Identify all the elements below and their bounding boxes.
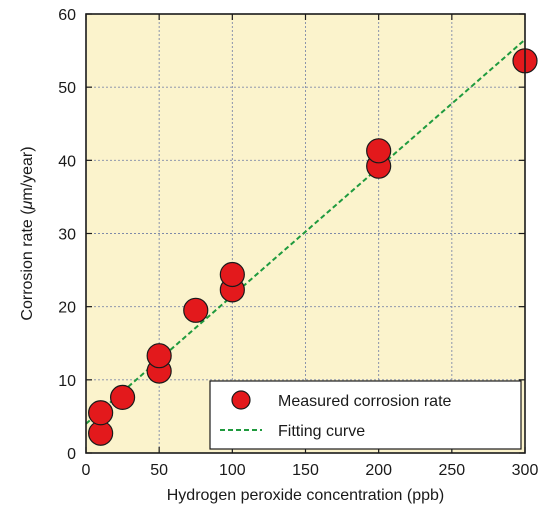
x-tick-label: 0 [82, 462, 91, 479]
y-tick-label: 50 [58, 80, 76, 97]
y-axis-label: Corrosion rate (μm/year) [19, 146, 36, 320]
data-points [88, 48, 538, 446]
legend-label-measured: Measured corrosion rate [278, 393, 452, 410]
x-tick-labels: 0 50 100 150 200 250 300 [82, 462, 539, 479]
x-tick-label: 150 [292, 462, 319, 479]
y-tick-label: 10 [58, 373, 76, 390]
axis-ticks [85, 13, 526, 454]
y-tick-label: 60 [58, 7, 76, 24]
y-tick-label: 20 [58, 300, 76, 317]
x-axis-label: Hydrogen peroxide concentration (ppb) [167, 487, 445, 504]
legend-label-fitting: Fitting curve [278, 423, 365, 440]
y-tick-label: 30 [58, 227, 76, 244]
y-tick-labels: 0 10 20 30 40 50 60 [58, 7, 76, 463]
y-tick-label: 0 [67, 446, 76, 463]
x-tick-label: 250 [438, 462, 465, 479]
data-point [88, 400, 114, 426]
data-point [366, 138, 392, 164]
data-point [146, 343, 172, 369]
legend: Measured corrosion rate Fitting curve [209, 380, 522, 450]
x-tick-label: 300 [512, 462, 539, 479]
x-tick-label: 100 [219, 462, 246, 479]
data-point [109, 384, 136, 410]
x-tick-label: 50 [150, 462, 168, 479]
legend-box [209, 380, 522, 450]
data-point [219, 261, 245, 288]
x-tick-label: 200 [365, 462, 392, 479]
data-point [183, 297, 209, 323]
y-tick-label: 40 [58, 153, 76, 170]
legend-marker-measured [231, 390, 251, 410]
